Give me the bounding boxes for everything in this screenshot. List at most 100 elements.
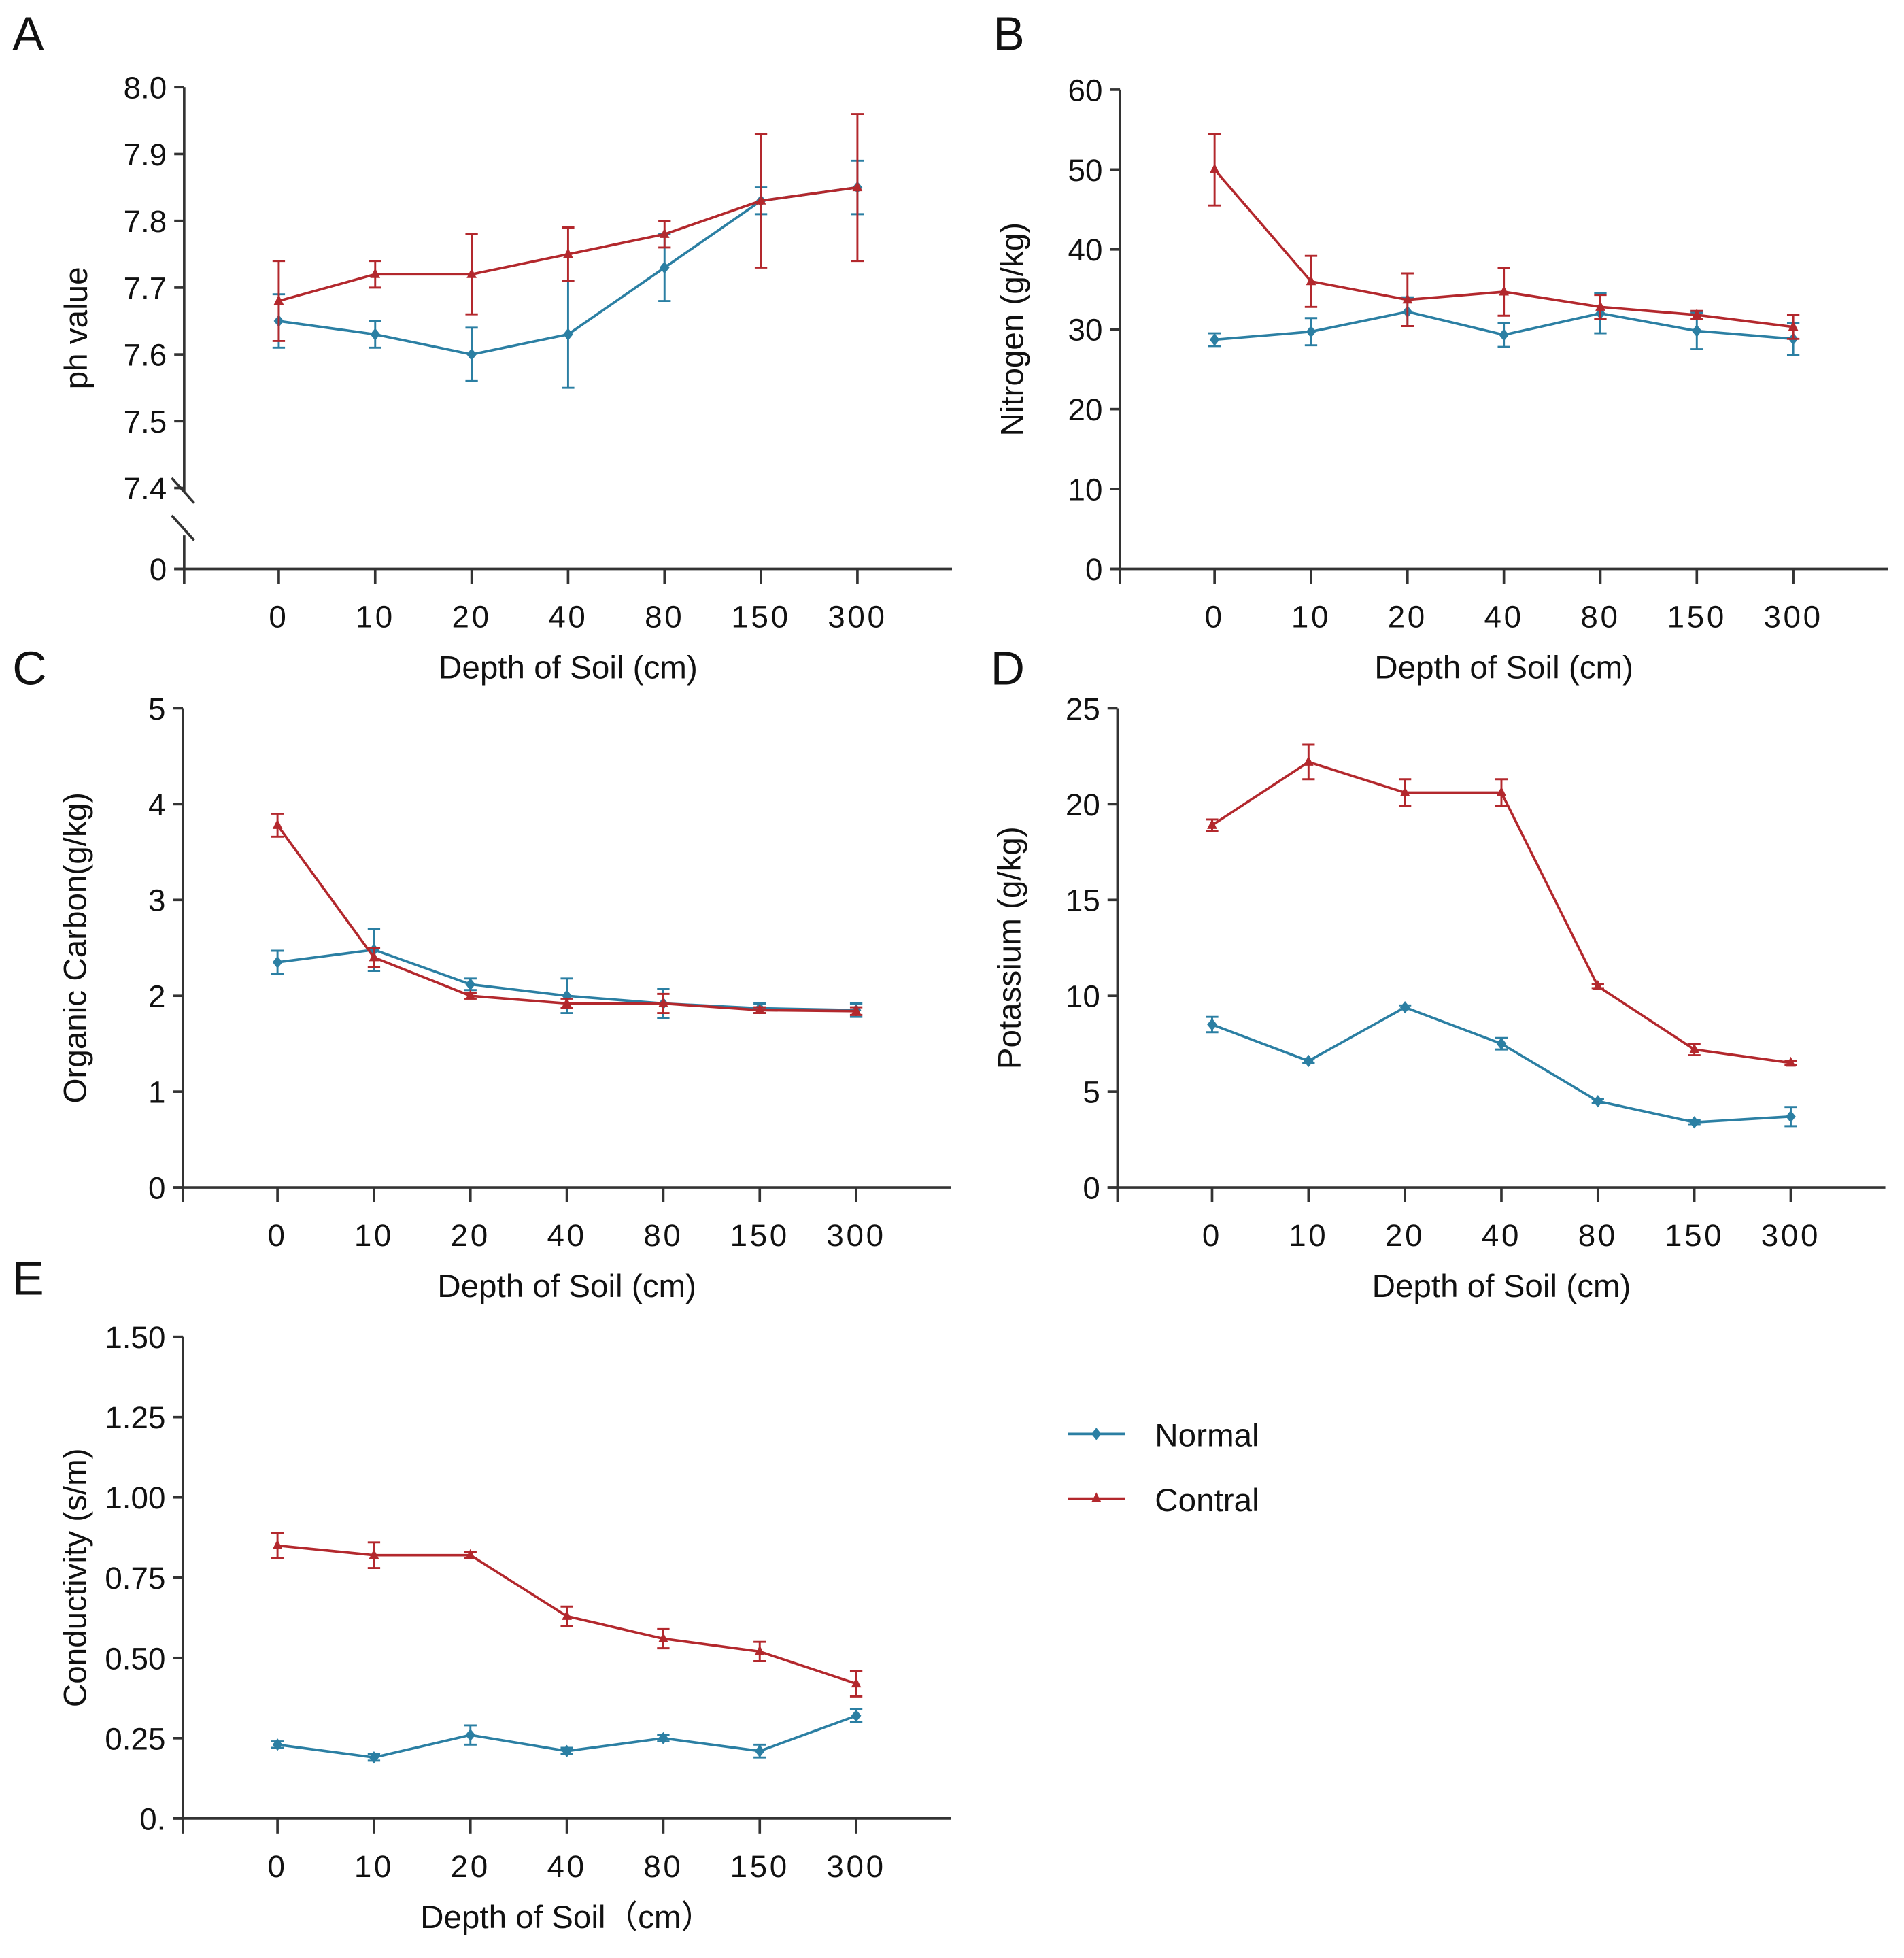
x-tick-label: 10	[1289, 1218, 1328, 1253]
data-point-contral	[1209, 163, 1220, 173]
data-point-normal	[370, 328, 381, 341]
data-point-contral	[1306, 275, 1316, 286]
panel-e: E 0. 0.25 0.50 0.75 1.00 1.25 1.50 0 10 20 40 80 150 3…	[12, 1251, 951, 1936]
data-point-contral	[754, 1004, 765, 1014]
x-tick-label: 40	[548, 600, 588, 635]
data-point-contral	[1496, 786, 1507, 796]
data-point-normal	[465, 978, 476, 991]
y-tick-label: 10	[1066, 979, 1100, 1014]
data-point-normal	[754, 1744, 765, 1757]
y-axis-title: Conductivity (s/m)	[57, 1448, 93, 1707]
data-point-normal	[272, 956, 283, 969]
x-tick-label: 0	[268, 1849, 288, 1884]
data-point-contral	[272, 1539, 283, 1550]
y-tick-label: 0	[1083, 1171, 1100, 1206]
y-tick-label: 10	[1068, 473, 1103, 507]
x-tick-label: 150	[730, 1849, 789, 1884]
data-point-contral	[369, 951, 379, 962]
data-point-normal	[658, 1732, 668, 1744]
data-point-normal	[1786, 1110, 1796, 1123]
panel-d: D 0 5 10 15 20 25 0 10 20 40 80 150 300 Depth of Soil …	[991, 642, 1886, 1304]
y-tick-label: 8.0	[124, 71, 167, 105]
x-tick-label: 40	[1482, 1218, 1521, 1253]
y-tick-label: 5	[1083, 1075, 1100, 1110]
panel-label: E	[12, 1251, 44, 1304]
x-tick-label: 0	[269, 600, 288, 635]
y-tick-label: 7.9	[124, 137, 167, 172]
data-point-contral	[851, 1677, 862, 1688]
data-point-contral	[755, 195, 766, 205]
x-tick-label: 150	[730, 1218, 789, 1253]
data-point-normal	[1496, 1037, 1507, 1050]
x-tick-label: 150	[1667, 600, 1727, 635]
panel-label: D	[991, 642, 1025, 695]
data-point-contral	[1499, 285, 1509, 296]
data-point-contral	[659, 228, 670, 238]
x-tick-label: 20	[1385, 1218, 1425, 1253]
legend-marker-triangle	[1091, 1492, 1102, 1503]
y-tick-label: 7.8	[124, 204, 167, 239]
y-tick-label: 15	[1066, 883, 1100, 918]
x-tick-label: 300	[826, 1849, 885, 1884]
data-point-contral	[1399, 786, 1410, 796]
data-point-normal	[1499, 328, 1509, 341]
y-tick-label: 7.6	[124, 338, 167, 373]
data-point-contral	[1593, 979, 1603, 990]
legend-label: Normal	[1155, 1418, 1259, 1454]
data-point-contral	[1595, 301, 1605, 311]
x-tick-label: 80	[643, 1218, 683, 1253]
axis-break-mark	[171, 477, 195, 504]
x-tick-label: 40	[547, 1849, 586, 1884]
y-tick-label: 0	[1085, 552, 1102, 587]
y-tick-label: 0	[148, 1171, 165, 1206]
x-tick-label: 0	[268, 1218, 288, 1253]
data-point-contral	[465, 1549, 476, 1559]
x-tick-label: 10	[354, 1218, 394, 1253]
x-tick-label: 300	[1761, 1218, 1820, 1253]
x-tick-label: 300	[828, 600, 887, 635]
legend-marker-diamond	[1091, 1428, 1102, 1440]
y-tick-label: 4	[148, 788, 165, 822]
series-line-normal	[1211, 1006, 1791, 1124]
y-tick-label: 1.50	[105, 1320, 165, 1355]
x-tick-label: 10	[354, 1849, 394, 1884]
y-axis-title: Organic Carbon(g/kg)	[57, 792, 93, 1103]
data-point-contral	[369, 1549, 379, 1559]
data-point-normal	[563, 328, 573, 341]
x-tick-label: 10	[356, 600, 395, 635]
data-point-contral	[370, 268, 381, 278]
data-point-contral	[1691, 308, 1702, 319]
legend: Normal Contral	[1068, 1418, 1259, 1519]
data-point-contral	[466, 268, 477, 278]
axis-break-mark	[171, 514, 195, 541]
x-tick-label: 300	[1763, 600, 1822, 635]
y-tick-label: 25	[1066, 692, 1100, 726]
data-point-contral	[273, 294, 284, 305]
panel-c: C 0 1 2 3 4 5 0 10 20 40 80 150 300 Depth of Soil (cm)…	[12, 642, 951, 1304]
x-tick-label: 20	[1388, 600, 1427, 635]
x-tick-label: 150	[1665, 1218, 1724, 1253]
x-tick-label: 80	[1578, 1218, 1618, 1253]
x-axis-title: Depth of Soil (cm)	[1372, 1268, 1631, 1304]
y-tick-label: 20	[1068, 392, 1103, 427]
data-point-normal	[1209, 333, 1220, 346]
x-tick-label: 20	[452, 600, 491, 635]
x-axis-title: Depth of Soil（cm）	[420, 1900, 713, 1936]
y-tick-label: 40	[1068, 233, 1103, 267]
x-tick-label: 10	[1291, 600, 1331, 635]
x-axis-title: Depth of Soil (cm)	[437, 1268, 696, 1304]
x-tick-label: 80	[1580, 600, 1620, 635]
data-point-contral	[658, 997, 668, 1007]
data-point-contral	[562, 997, 572, 1007]
x-tick-label: 80	[645, 600, 684, 635]
panel-a: A 0 7.4 7.5 7.6 7.7 7.8 7.9 8.0 0 10 20 40 80 150 300 De…	[12, 7, 952, 686]
data-point-normal	[1691, 324, 1702, 337]
series-line-contral	[1211, 760, 1791, 1064]
x-tick-label: 300	[826, 1218, 885, 1253]
y-tick-label: 1.00	[105, 1481, 165, 1515]
y-tick-label: 5	[148, 692, 165, 726]
y-tick-label: 1	[148, 1075, 165, 1110]
y-tick-label: 7.5	[124, 405, 167, 439]
data-point-normal	[851, 1709, 862, 1722]
x-axis-title: Depth of Soil (cm)	[439, 650, 698, 686]
